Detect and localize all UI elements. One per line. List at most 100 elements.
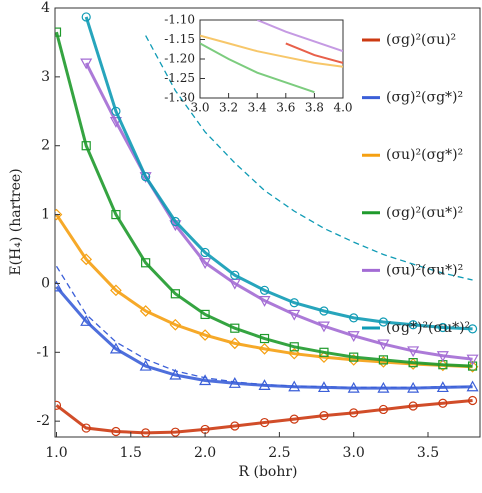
y-tick-label: 2: [41, 138, 50, 154]
marker: [81, 12, 91, 22]
x-tick-label: 1.0: [45, 445, 67, 461]
marker: [288, 309, 301, 321]
y-tick-label: -1.20: [164, 52, 195, 66]
marker: [139, 359, 152, 371]
line: [55, 285, 473, 390]
y-tick-label: 4: [41, 0, 50, 16]
marker: [438, 398, 448, 408]
x-tick-label: 3.2: [219, 101, 238, 115]
x-tick-label: 2.5: [268, 445, 290, 461]
x-tick-label: 3.6: [276, 101, 295, 115]
marker: [289, 342, 299, 352]
marker: [81, 423, 91, 433]
legend-label: (σg)²(σu*)²: [386, 205, 463, 221]
marker: [378, 317, 389, 327]
marker: [199, 374, 212, 386]
marker: [55, 208, 63, 221]
marker: [259, 285, 270, 295]
marker: [347, 331, 360, 343]
marker: [289, 414, 299, 424]
legend-label: (σu)²(σg*)²: [386, 147, 463, 163]
marker: [467, 324, 478, 334]
marker: [55, 400, 62, 410]
plot-area: [55, 12, 479, 437]
marker: [438, 322, 448, 333]
line: [55, 213, 473, 369]
marker: [230, 421, 240, 431]
marker: [407, 346, 420, 358]
marker: [169, 318, 182, 331]
marker: [319, 306, 329, 316]
marker: [288, 380, 301, 392]
marker: [228, 377, 241, 388]
marker: [169, 368, 182, 380]
axes: 1.0 1.5 2.0 2.5 3.0 3.5 -2 -1 0 1 2 3 4: [36, 0, 439, 461]
marker: [258, 296, 271, 307]
inset-axes: 3.0 3.2 3.4 3.6 3.8 4.0 -1.30 -1.25 -1.20 -1.15 -1…: [164, 13, 352, 115]
x-tick-label: 3.0: [343, 445, 365, 461]
marker: [349, 408, 359, 418]
marker: [141, 428, 151, 437]
line: [285, 42, 343, 64]
marker: [199, 329, 211, 341]
marker: [289, 298, 299, 308]
y-axis-label: E(H₄) (hartree): [8, 168, 24, 275]
marker: [55, 27, 62, 37]
line: [55, 399, 473, 435]
y-tick-label: -1.25: [164, 71, 195, 85]
marker: [139, 305, 152, 317]
x-tick-label: 1.5: [120, 445, 142, 461]
marker: [141, 172, 151, 182]
marker: [378, 404, 389, 415]
marker: [467, 395, 478, 406]
marker: [109, 342, 122, 354]
y-tick-label: -1.15: [164, 32, 195, 46]
marker: [228, 337, 241, 350]
marker: [258, 343, 271, 355]
line: [84, 16, 473, 331]
marker: [408, 358, 418, 368]
marker: [80, 253, 93, 266]
legend-label: (σg)²(σg*)²: [386, 90, 463, 106]
legend-label: (σu)²(σu*)²: [386, 262, 463, 278]
y-tick-label: 3: [41, 69, 50, 85]
legend-label: (σg)²(σu)²: [386, 32, 456, 48]
y-tick-label: -1: [36, 344, 50, 360]
marker: [436, 381, 449, 393]
marker: [111, 426, 121, 437]
inset-frame: [199, 19, 344, 99]
x-tick-label: 4.0: [333, 101, 352, 115]
marker: [259, 417, 270, 428]
marker: [170, 289, 180, 299]
marker: [377, 381, 390, 393]
marker: [170, 216, 180, 227]
marker: [259, 333, 270, 344]
marker: [258, 379, 271, 390]
line: [200, 42, 315, 94]
marker: [80, 58, 93, 70]
marker: [170, 427, 180, 437]
y-tick-label: 1: [41, 207, 50, 223]
marker: [408, 320, 418, 330]
marker: [80, 315, 93, 326]
marker: [378, 355, 389, 365]
x-tick-label: 3.4: [248, 101, 267, 115]
marker: [466, 380, 479, 392]
marker: [111, 209, 121, 220]
y-tick-label: -1.30: [164, 91, 195, 105]
marker: [55, 280, 63, 292]
marker: [347, 381, 360, 393]
marker: [230, 323, 240, 333]
marker: [349, 313, 359, 323]
marker: [436, 351, 449, 362]
marker: [466, 354, 479, 366]
legend-label: (σg*)²(σu*)²: [386, 320, 470, 336]
x-tick-label: 2.0: [194, 445, 216, 461]
marker: [319, 347, 329, 357]
marker: [467, 361, 478, 371]
y-tick-label: 0: [41, 275, 50, 291]
inset-plot: [200, 20, 343, 94]
marker: [319, 411, 329, 421]
line: [256, 20, 343, 53]
x-tick-label: 3.0: [190, 101, 209, 115]
